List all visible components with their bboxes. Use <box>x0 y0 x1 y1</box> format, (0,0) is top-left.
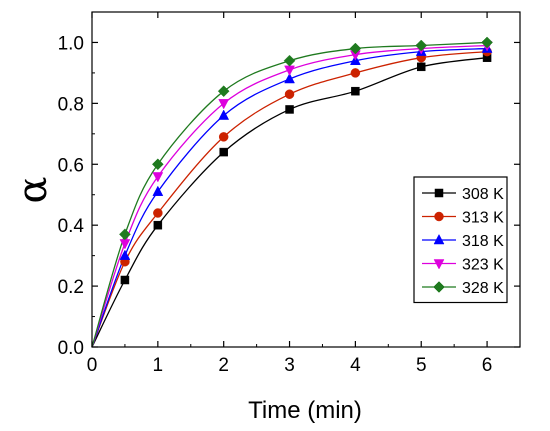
data-point-313-k <box>284 89 295 99</box>
data-point-308-k <box>416 62 426 72</box>
data-point-308-k <box>351 86 360 96</box>
data-point-328-k <box>119 228 131 241</box>
data-point-318-k <box>119 249 131 260</box>
x-tick-label: 0 <box>87 355 98 376</box>
legend-label-308-k: 308 K <box>462 186 504 203</box>
y-tick-label: 0.2 <box>58 277 84 298</box>
x-tick-label: 4 <box>350 355 361 376</box>
y-tick-label: 0.6 <box>58 155 84 176</box>
legend-label-323-k: 323 K <box>462 257 504 274</box>
x-tick-label: 2 <box>218 355 229 376</box>
x-axis-label: Time (min) <box>248 397 362 424</box>
legend-marker-328-k <box>433 281 445 293</box>
legend-label-318-k: 318 K <box>462 233 504 250</box>
data-point-318-k <box>284 72 295 84</box>
data-point-328-k <box>283 54 296 67</box>
data-point-328-k <box>481 36 493 49</box>
plot-frame <box>91 11 521 348</box>
data-point-313-k <box>218 132 229 142</box>
data-point-308-k <box>153 220 163 230</box>
y-tick-label: 1.0 <box>58 33 84 54</box>
legend: 308 K 313 K 318 K 323 K 328 K <box>413 176 508 304</box>
legend-label-328-k: 328 K <box>462 280 504 297</box>
data-point-308-k <box>285 105 294 114</box>
data-point-328-k <box>151 158 164 171</box>
legend-label-313-k: 313 K <box>462 210 504 227</box>
data-point-308-k <box>219 147 228 157</box>
legend-marker-313-k <box>434 211 444 222</box>
y-axis-ticks: 0.0 0.2 0.4 0.6 0.8 1.0 <box>58 11 520 359</box>
data-point-308-k <box>120 275 130 285</box>
legend-marker-308-k <box>434 188 444 198</box>
x-tick-label: 6 <box>482 355 493 376</box>
data-point-323-k <box>152 172 164 183</box>
legend-marker-318-k <box>433 233 445 245</box>
data-point-318-k <box>152 185 164 196</box>
y-tick-label: 0.4 <box>58 216 85 237</box>
data-point-313-k <box>350 68 361 78</box>
data-markers <box>119 36 493 285</box>
legend-marker-323-k <box>433 259 445 270</box>
x-tick-label: 3 <box>284 355 295 376</box>
data-point-323-k <box>218 99 230 110</box>
y-tick-label: 0.8 <box>58 94 84 115</box>
x-axis-ticks: 0 1 2 3 4 5 6 <box>87 12 493 376</box>
data-point-328-k <box>415 39 428 52</box>
x-tick-label: 5 <box>416 355 427 376</box>
y-axis-label: α <box>10 176 56 203</box>
data-point-328-k <box>349 42 362 55</box>
data-point-318-k <box>218 109 230 120</box>
y-tick-label: 0.0 <box>58 338 84 359</box>
series-line-308-k <box>91 57 488 348</box>
data-point-328-k <box>217 85 230 98</box>
data-point-313-k <box>153 208 163 218</box>
axes-frame <box>91 11 521 348</box>
x-tick-label: 1 <box>153 355 164 376</box>
